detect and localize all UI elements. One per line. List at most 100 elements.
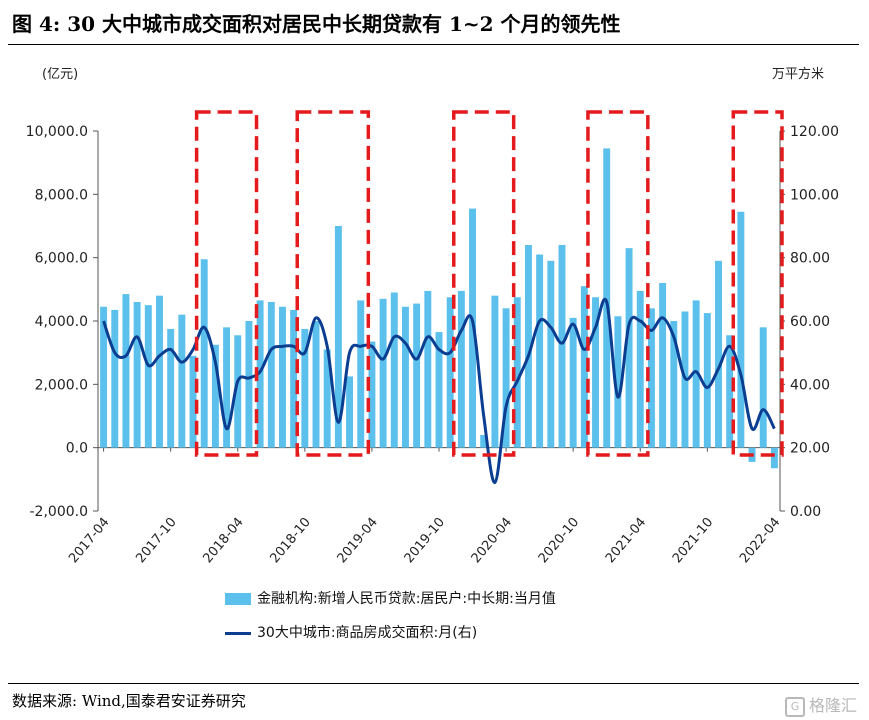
- watermark-text: 格隆汇: [808, 696, 857, 715]
- loan-bar: [759, 327, 767, 448]
- x-tick-label: 2020-10: [536, 515, 582, 566]
- right-tick-label: 80.00: [790, 251, 830, 267]
- loan-bar: [122, 294, 130, 448]
- left-axis-unit: (亿元): [42, 67, 79, 82]
- right-tick-label: 100.00: [790, 187, 839, 203]
- loan-bar: [279, 306, 286, 448]
- highlight-box: [452, 110, 516, 457]
- x-tick-label: 2017-10: [133, 515, 179, 566]
- left-tick-label: 4,000.0: [35, 314, 88, 330]
- x-tick-label: 2018-10: [267, 515, 313, 566]
- title-rule: [8, 44, 859, 45]
- left-tick-label: 10,000.0: [26, 124, 88, 140]
- loan-bar: [558, 245, 566, 448]
- loan-bar: [446, 297, 454, 448]
- loan-bar: [133, 302, 141, 448]
- highlight-box: [194, 110, 259, 457]
- right-tick-label: 20.00: [790, 441, 830, 457]
- loan-bar: [625, 248, 633, 448]
- loan-bar: [513, 297, 521, 448]
- left-tick-label: 8,000.0: [35, 187, 88, 203]
- legend-line-label: 30大中城市:商品房成交面积:月(右): [257, 625, 478, 641]
- loan-bar: [424, 290, 432, 448]
- highlight-box: [586, 110, 650, 457]
- loan-bar: [111, 309, 119, 448]
- x-tick-label: 2019-04: [335, 515, 381, 566]
- highlight-box: [731, 110, 784, 457]
- right-tick-label: 0.00: [790, 504, 821, 520]
- loan-bar: [457, 290, 465, 448]
- loan-bar: [569, 317, 577, 448]
- loan-bar: [144, 305, 152, 448]
- legend-item-bars: 金融机构:新增人民币贷款:居民户:中长期:当月值: [225, 588, 556, 608]
- sales-area-line: [102, 297, 776, 485]
- loan-bar: [256, 300, 264, 448]
- loan-bar: [737, 211, 745, 448]
- legend-line-swatch: [225, 631, 251, 635]
- loan-bar: [234, 335, 242, 448]
- loan-bar: [156, 295, 163, 448]
- loan-bar: [167, 328, 175, 448]
- loan-bar: [670, 321, 678, 448]
- loan-bar: [726, 335, 734, 448]
- loan-bar: [368, 341, 376, 448]
- left-tick-label: 0.0: [66, 441, 88, 457]
- loan-bar: [435, 332, 443, 448]
- loan-bar: [491, 295, 499, 448]
- x-tick-label: 2021-10: [670, 515, 716, 566]
- loan-bar: [200, 259, 208, 448]
- legend-bar-label: 金融机构:新增人民币贷款:居民户:中长期:当月值: [257, 591, 556, 607]
- legend-bar-swatch: [225, 593, 251, 605]
- right-axis-unit: 万平方米: [772, 67, 825, 82]
- left-tick-label: 6,000.0: [35, 251, 88, 267]
- loan-bar: [379, 298, 387, 448]
- loan-bar: [290, 309, 298, 448]
- loan-bar: [703, 313, 711, 448]
- loan-bar: [312, 321, 320, 448]
- loan-bar: [770, 447, 778, 469]
- right-tick-label: 60.00: [790, 314, 830, 330]
- loan-bar: [636, 290, 644, 448]
- loan-bar: [346, 376, 354, 448]
- loan-bar: [245, 321, 253, 448]
- legend-item-line: 30大中城市:商品房成交面积:月(右): [225, 622, 477, 642]
- loan-bar: [524, 245, 532, 448]
- loan-bar: [580, 286, 588, 448]
- highlight-box: [295, 110, 371, 457]
- loan-bar: [614, 316, 622, 448]
- x-tick-label: 2021-04: [603, 515, 649, 566]
- source-note: 数据来源: Wind,国泰君安证券研究: [12, 692, 246, 710]
- loan-bar: [547, 260, 555, 448]
- right-tick-label: 40.00: [790, 377, 830, 393]
- loan-bar: [647, 308, 655, 448]
- loan-bar: [692, 300, 700, 448]
- loan-bar: [413, 303, 421, 448]
- loan-bar: [603, 148, 611, 448]
- loan-bar: [223, 327, 231, 448]
- loan-bar: [502, 308, 510, 448]
- left-tick-label: 2,000.0: [35, 377, 88, 393]
- figure-title: 图 4: 30 大中城市成交面积对居民中长期贷款有 1~2 个月的领先性: [12, 12, 621, 36]
- x-tick-label: 2018-04: [200, 515, 246, 566]
- loan-bar: [323, 349, 331, 448]
- x-tick-label: 2022-04: [737, 515, 783, 566]
- watermark-logo-icon: G: [784, 696, 805, 717]
- loan-bar: [401, 306, 409, 448]
- loan-bar: [267, 302, 275, 448]
- left-tick-label: -2,000.0: [30, 504, 89, 520]
- x-tick-label: 2017-04: [66, 515, 112, 566]
- footer-rule: [8, 683, 859, 684]
- watermark: G 格隆汇: [784, 692, 857, 717]
- loan-bar: [357, 300, 365, 448]
- right-tick-label: 120.00: [790, 124, 839, 140]
- loan-bar: [211, 344, 219, 448]
- loan-bar: [390, 292, 398, 448]
- loan-bar: [301, 328, 309, 448]
- loan-bar: [178, 314, 186, 448]
- loan-bar: [536, 254, 544, 448]
- loan-bar: [659, 283, 667, 448]
- loan-bar: [592, 297, 599, 448]
- x-tick-label: 2020-04: [469, 515, 515, 566]
- loan-bar: [334, 226, 342, 448]
